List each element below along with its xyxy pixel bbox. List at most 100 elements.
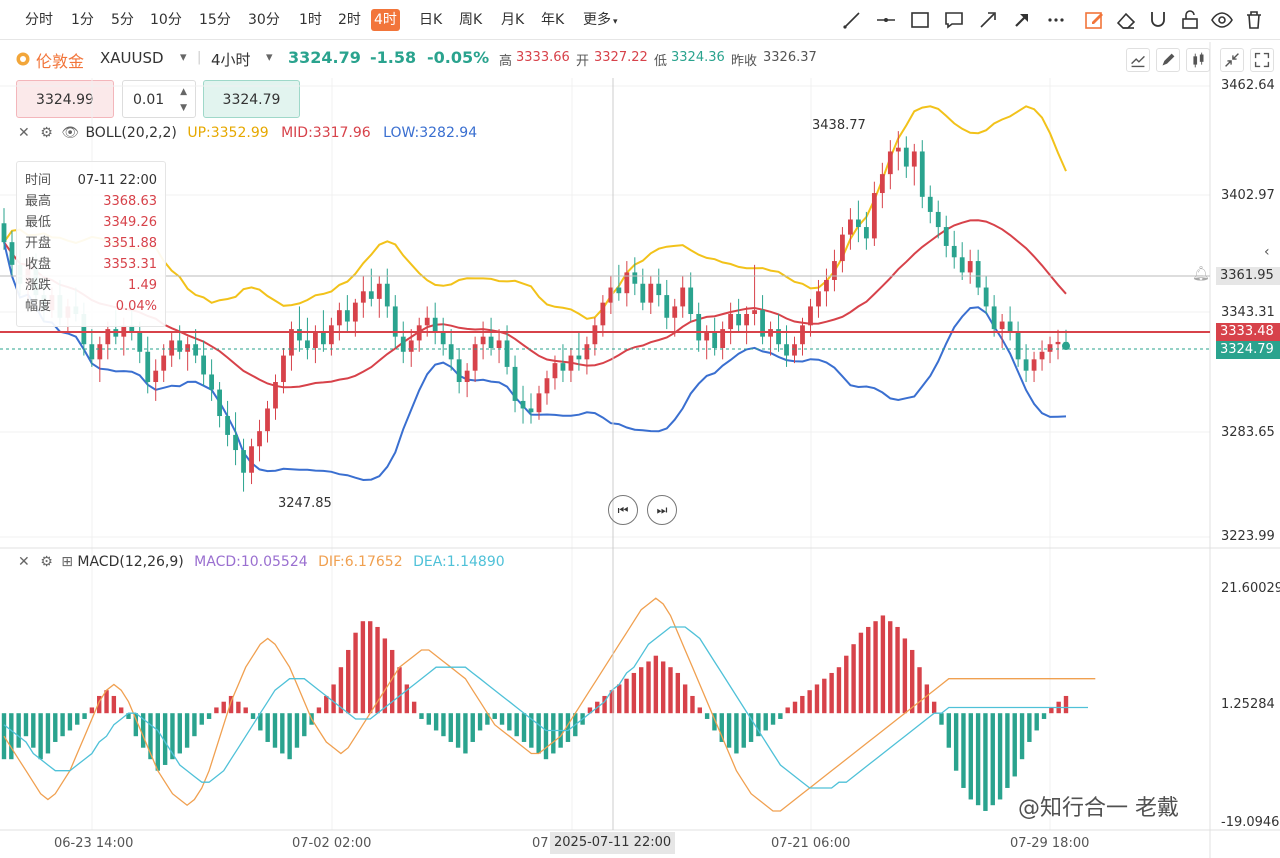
macd-bar xyxy=(38,713,43,760)
symbol-dropdown-icon[interactable]: ▾ xyxy=(180,50,187,65)
macd-bar xyxy=(243,707,248,714)
period-1m[interactable]: 1分 xyxy=(71,12,94,28)
ohlc-val: 3351.88 xyxy=(103,236,157,251)
period-10m[interactable]: 10分 xyxy=(150,12,182,28)
rectangle-icon[interactable] xyxy=(908,8,932,32)
price-change: -1.58 xyxy=(370,48,417,67)
candle-body xyxy=(951,245,957,258)
macd-bar xyxy=(639,667,644,714)
period-4h[interactable]: 4时 xyxy=(371,9,400,31)
candle-body xyxy=(624,272,630,294)
period-5m[interactable]: 5分 xyxy=(111,12,134,28)
magnet-icon[interactable] xyxy=(1146,8,1170,32)
macd-expand-icon[interactable]: ⊞ xyxy=(61,554,73,570)
macd-bar xyxy=(902,638,908,714)
arrow-icon[interactable] xyxy=(1010,8,1034,32)
close-macd-icon[interactable]: ✕ xyxy=(18,554,30,570)
unlock-icon[interactable] xyxy=(1178,8,1202,32)
period-1h[interactable]: 1时 xyxy=(299,12,322,28)
draw-edit-icon[interactable] xyxy=(1082,8,1106,32)
chevron-left-icon[interactable]: ‹ xyxy=(1264,244,1270,260)
trend-line-icon[interactable] xyxy=(840,8,864,32)
candle-body xyxy=(392,306,398,337)
macd-bar xyxy=(543,713,549,760)
stepper-down-icon[interactable]: ▼ xyxy=(180,103,187,113)
candle-body xyxy=(265,408,270,432)
symbol-code[interactable]: XAUUSD xyxy=(100,49,164,67)
indicator-icon[interactable] xyxy=(1126,48,1150,72)
scroll-start-button[interactable]: ⏮ xyxy=(608,495,638,525)
period-2h[interactable]: 2时 xyxy=(338,12,361,28)
period-month[interactable]: 月K xyxy=(501,12,525,28)
comment-icon[interactable] xyxy=(942,8,966,32)
more-tools-icon[interactable] xyxy=(1044,8,1068,32)
candle-body xyxy=(177,340,183,352)
arrow-line-icon[interactable] xyxy=(976,8,1000,32)
candle-body xyxy=(600,302,606,326)
period-year[interactable]: 年K xyxy=(541,12,565,28)
fullscreen-icon[interactable] xyxy=(1250,48,1274,72)
ohlc-val: 3349.26 xyxy=(103,215,157,230)
close-indicator-icon[interactable]: ✕ xyxy=(18,125,30,141)
crosshair-date-tag: 2025-07-11 22:00 xyxy=(550,832,676,854)
bell-icon[interactable]: 🔔︎ xyxy=(1192,266,1210,282)
eye-toggle-icon[interactable]: 👁︎ xyxy=(61,125,79,141)
macd-bar xyxy=(712,713,717,731)
boll-up: UP:3352.99 xyxy=(187,125,269,141)
stepper-up-icon[interactable]: ▲ xyxy=(180,87,187,97)
period-30m[interactable]: 30分 xyxy=(248,12,280,28)
ohlc-row: 涨跌 1.49 xyxy=(25,275,157,296)
candle-body xyxy=(808,306,813,326)
macd-value: MACD:10.05524 xyxy=(194,554,308,570)
period-label[interactable]: 4小时 xyxy=(211,51,251,69)
macd-bar xyxy=(1041,713,1047,719)
macd-bar xyxy=(477,713,483,731)
ohlc-key: 收盘 xyxy=(25,257,52,272)
candle-body xyxy=(472,344,478,371)
candle-body xyxy=(568,355,574,371)
macd-bar xyxy=(975,713,981,806)
boll-low: LOW:3282.94 xyxy=(383,125,478,141)
trash-icon[interactable] xyxy=(1242,8,1266,32)
price-axis-label: 3462.64 xyxy=(1221,78,1275,93)
pencil-icon[interactable] xyxy=(1156,48,1180,72)
period-dropdown-icon[interactable]: ▾ xyxy=(266,50,273,65)
settings-icon[interactable]: ⚙ xyxy=(40,125,53,141)
period-more[interactable]: 更多 ▾ xyxy=(580,9,621,31)
macd-bar xyxy=(719,713,724,742)
macd-bar xyxy=(280,713,285,754)
candle-body xyxy=(336,310,342,326)
macd-bar xyxy=(741,713,746,748)
candle-body xyxy=(169,340,175,356)
alert-price-tag[interactable]: 3333.48 xyxy=(1216,323,1280,341)
date-label: 06-23 14:00 xyxy=(54,836,134,851)
ohlc-key: 幅度 xyxy=(25,299,52,314)
period-day[interactable]: 日K xyxy=(419,12,443,28)
macd-bar xyxy=(924,684,930,714)
ohlc-val: 0.04% xyxy=(115,299,157,314)
scroll-end-button[interactable]: ⏭ xyxy=(647,495,677,525)
date-label: 07-02 02:00 xyxy=(292,836,372,851)
macd-bar xyxy=(455,713,461,748)
horizontal-line-icon[interactable] xyxy=(874,8,898,32)
collapse-icon[interactable] xyxy=(1220,48,1244,72)
ohlc-row: 最高 3368.63 xyxy=(25,191,157,212)
macd-bar xyxy=(192,713,197,737)
dif-value: DIF:6.17652 xyxy=(318,554,403,570)
macd-bar xyxy=(873,621,878,714)
period-15m[interactable]: 15分 xyxy=(199,12,231,28)
symbol-name[interactable]: 伦敦金 xyxy=(36,52,85,71)
eraser-icon[interactable] xyxy=(1114,8,1138,32)
macd-bar xyxy=(177,713,182,754)
macd-bar xyxy=(294,713,300,748)
candle-body xyxy=(736,313,742,326)
period-fenshi[interactable]: 分时 xyxy=(25,12,53,28)
period-week[interactable]: 周K xyxy=(459,12,483,28)
macd-settings-icon[interactable]: ⚙ xyxy=(40,554,53,570)
macd-bar xyxy=(126,713,131,719)
eye-icon[interactable] xyxy=(1210,8,1234,32)
candle-body xyxy=(209,374,215,390)
candle-body xyxy=(1047,344,1053,352)
price-axis-label: 3283.65 xyxy=(1221,425,1275,440)
macd-bar xyxy=(463,713,468,754)
